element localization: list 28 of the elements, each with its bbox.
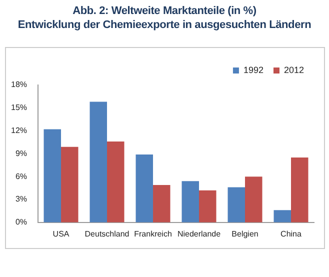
y-tick-label: 0% xyxy=(15,218,28,227)
bar xyxy=(291,158,308,222)
bar xyxy=(274,210,291,222)
x-tick-label: Deutschland xyxy=(84,229,130,238)
y-tick-label: 3% xyxy=(15,194,28,204)
x-tick-label: Belgien xyxy=(232,229,258,238)
bar xyxy=(61,146,78,222)
bar xyxy=(153,184,170,222)
chart-title: Abb. 2: Weltweite Marktanteile (in %) Entwicklung der Chemieexporte in ausgesuchten Ländern xyxy=(16,4,312,32)
x-tick-label: USA xyxy=(52,229,70,238)
bar xyxy=(228,187,246,222)
x-tick-label: Niederlande xyxy=(177,229,222,238)
bar xyxy=(107,141,124,222)
y-tick-label: 9% xyxy=(15,148,28,158)
bar xyxy=(245,176,262,222)
x-tick-label: China xyxy=(280,229,302,238)
legend-label: 1992 xyxy=(243,64,264,75)
y-tick-label: 6% xyxy=(15,172,28,181)
legend-label: 2012 xyxy=(284,64,304,75)
bar xyxy=(44,129,62,222)
bar xyxy=(182,181,200,222)
y-tick-label: 15% xyxy=(10,103,28,112)
y-tick-label: 12% xyxy=(10,126,28,136)
y-tick-label: 18% xyxy=(10,80,28,90)
bar xyxy=(199,190,216,222)
bar xyxy=(90,102,108,222)
bar xyxy=(136,154,154,222)
x-tick-label: Frankreich xyxy=(134,229,172,238)
